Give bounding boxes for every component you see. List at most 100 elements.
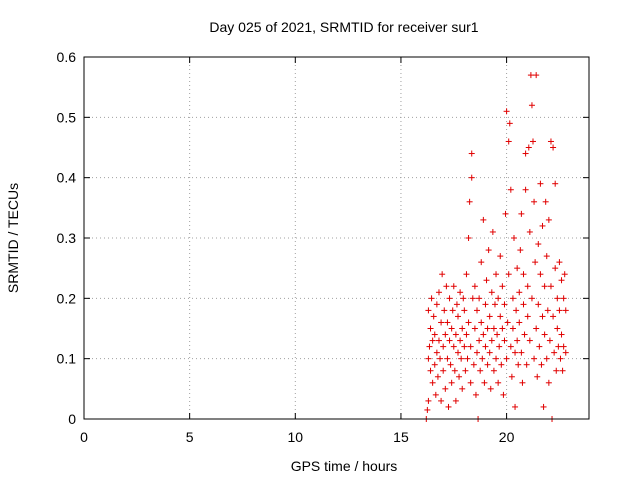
data-point bbox=[528, 295, 535, 302]
x-tick-label: 20 bbox=[499, 429, 515, 445]
data-point bbox=[443, 283, 450, 290]
data-point bbox=[431, 331, 438, 338]
data-point bbox=[425, 307, 432, 314]
data-point bbox=[533, 72, 540, 79]
data-point bbox=[465, 319, 472, 326]
data-point bbox=[441, 307, 448, 314]
data-point bbox=[450, 343, 457, 350]
data-point bbox=[452, 397, 459, 404]
data-point bbox=[468, 150, 475, 157]
data-point bbox=[522, 186, 529, 193]
data-point bbox=[527, 72, 534, 79]
data-point bbox=[552, 180, 559, 187]
data-point bbox=[430, 313, 437, 320]
data-point bbox=[467, 343, 474, 350]
x-axis-ticks: 0 5 10 15 20 bbox=[80, 57, 515, 445]
data-point bbox=[478, 319, 485, 326]
y-axis-title: SRMTID / TECUs bbox=[5, 183, 21, 293]
data-point bbox=[531, 355, 538, 362]
data-point bbox=[429, 379, 436, 386]
data-point bbox=[504, 319, 511, 326]
data-point bbox=[553, 367, 560, 374]
data-point bbox=[426, 343, 433, 350]
data-point bbox=[478, 259, 485, 266]
data-point bbox=[552, 265, 559, 272]
data-point bbox=[462, 367, 469, 374]
data-point bbox=[449, 307, 456, 314]
data-point bbox=[543, 253, 550, 260]
data-point bbox=[432, 391, 439, 398]
data-point bbox=[488, 289, 495, 296]
data-point bbox=[503, 355, 510, 362]
data-point bbox=[512, 349, 519, 356]
data-point bbox=[506, 120, 513, 127]
grid-lines bbox=[84, 57, 589, 419]
data-point bbox=[427, 325, 434, 332]
data-point bbox=[447, 361, 454, 368]
data-point bbox=[551, 349, 558, 356]
data-point bbox=[460, 295, 467, 302]
data-point bbox=[538, 361, 545, 368]
data-point bbox=[559, 367, 566, 374]
data-point bbox=[474, 349, 481, 356]
data-point bbox=[521, 331, 528, 338]
data-point bbox=[562, 307, 569, 314]
data-point bbox=[456, 373, 463, 380]
data-point bbox=[491, 301, 498, 308]
data-point bbox=[501, 337, 508, 344]
data-point bbox=[471, 283, 478, 290]
data-point bbox=[433, 349, 440, 356]
data-point bbox=[531, 198, 538, 205]
data-point bbox=[464, 355, 471, 362]
x-tick-label: 15 bbox=[393, 429, 409, 445]
data-point bbox=[425, 355, 432, 362]
data-point bbox=[451, 367, 458, 374]
data-point bbox=[445, 403, 452, 410]
data-point bbox=[513, 307, 520, 314]
data-point bbox=[459, 325, 466, 332]
data-point bbox=[526, 228, 533, 235]
data-point bbox=[517, 247, 524, 254]
x-tick-label: 5 bbox=[186, 429, 194, 445]
data-point bbox=[546, 337, 553, 344]
data-point bbox=[454, 313, 461, 320]
data-point bbox=[484, 361, 491, 368]
data-point bbox=[485, 247, 492, 254]
data-point bbox=[500, 391, 507, 398]
data-point bbox=[453, 301, 460, 308]
data-point bbox=[558, 331, 565, 338]
data-point bbox=[493, 355, 500, 362]
data-point bbox=[434, 373, 441, 380]
data-point bbox=[515, 361, 522, 368]
data-point bbox=[428, 295, 435, 302]
data-point bbox=[429, 337, 436, 344]
data-point bbox=[550, 313, 557, 320]
data-point bbox=[431, 361, 438, 368]
data-point bbox=[525, 144, 532, 151]
data-point bbox=[524, 283, 531, 290]
data-point bbox=[496, 343, 503, 350]
data-point bbox=[444, 355, 451, 362]
data-point bbox=[535, 241, 542, 248]
data-point bbox=[463, 331, 470, 338]
data-point bbox=[476, 337, 483, 344]
y-tick-label: 0 bbox=[68, 411, 76, 427]
data-point bbox=[427, 367, 434, 374]
data-point bbox=[547, 283, 554, 290]
data-point bbox=[545, 216, 552, 223]
data-point bbox=[547, 138, 554, 145]
data-point bbox=[472, 391, 479, 398]
data-point bbox=[532, 259, 539, 266]
data-point bbox=[543, 355, 550, 362]
data-point bbox=[520, 271, 527, 278]
data-point bbox=[535, 301, 542, 308]
data-point bbox=[514, 265, 521, 272]
data-point bbox=[463, 271, 470, 278]
data-point bbox=[493, 271, 500, 278]
data-point bbox=[530, 138, 537, 145]
data-point bbox=[471, 325, 478, 332]
data-point bbox=[457, 289, 464, 296]
data-point bbox=[542, 198, 549, 205]
data-point bbox=[545, 379, 552, 386]
data-point bbox=[516, 289, 523, 296]
